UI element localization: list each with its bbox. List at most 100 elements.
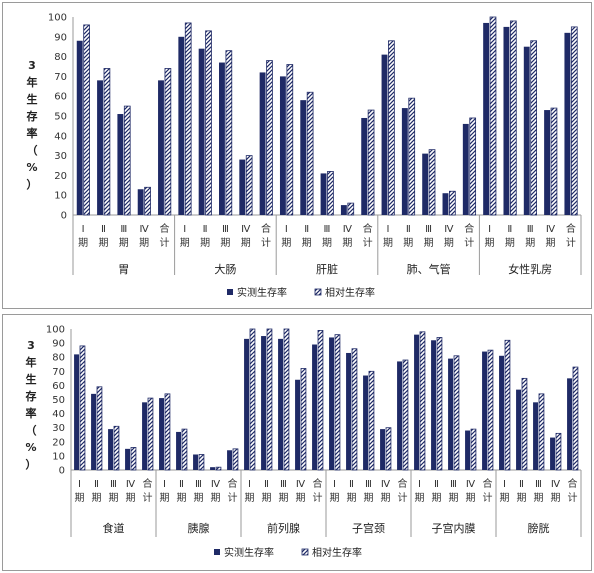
bar-measured <box>567 378 572 470</box>
x-tick-label: 计 <box>483 491 493 504</box>
bar-relative <box>555 432 562 471</box>
bar-relative <box>198 454 205 471</box>
x-tick-label: 合 <box>568 477 578 490</box>
x-tick-label: Ⅱ <box>304 224 309 235</box>
x-tick-label: Ⅲ <box>527 224 534 235</box>
x-tick-label: 期 <box>279 492 289 504</box>
x-tick-label: 期 <box>444 237 454 249</box>
y-tick-label: 90 <box>52 339 65 350</box>
y-axis-label-char: 年 <box>27 75 38 89</box>
y-tick-label: 80 <box>54 52 67 63</box>
bar-measured <box>137 189 144 215</box>
bar-measured <box>381 54 388 216</box>
bar-relative <box>388 40 395 216</box>
group-label: 前列腺 <box>267 521 300 535</box>
bar-relative <box>504 339 511 471</box>
bar-relative <box>367 109 375 216</box>
bar-measured <box>523 46 530 216</box>
group-label: 食道 <box>103 521 125 535</box>
chart-svg-top: 01020304050607080901003年生存率（%）Ⅰ期Ⅱ期Ⅲ期Ⅳ期合计… <box>26 13 582 299</box>
x-tick-label: 期 <box>109 492 119 504</box>
bar-relative <box>449 190 456 216</box>
bar-relative <box>249 328 256 471</box>
x-tick-label: Ⅳ <box>466 479 476 490</box>
x-tick-label: Ⅲ <box>425 224 432 235</box>
bar-relative <box>283 328 290 471</box>
bar-measured <box>544 110 551 215</box>
y-tick-label: 60 <box>54 92 67 103</box>
bar-measured <box>142 402 147 470</box>
bar-relative <box>521 377 528 471</box>
group-label: 胰腺 <box>188 521 210 535</box>
x-tick-label: 期 <box>92 492 102 504</box>
bar-measured <box>198 48 205 216</box>
x-tick-label: Ⅰ <box>78 479 81 490</box>
legend-label-relative: 相对生存率 <box>325 286 375 299</box>
bar-relative <box>408 97 416 216</box>
x-tick-label: 期 <box>534 492 544 504</box>
bar-measured <box>397 361 402 470</box>
y-tick-label: 100 <box>46 325 65 336</box>
bar-relative <box>489 16 497 216</box>
x-tick-label: 期 <box>500 492 510 504</box>
bar-measured <box>97 80 103 215</box>
y-tick-label: 80 <box>52 353 65 364</box>
bar-relative <box>436 337 443 471</box>
bar-measured <box>564 32 571 216</box>
x-tick-label: Ⅱ <box>264 479 269 490</box>
bar-measured <box>244 338 249 470</box>
legend-swatch-relative <box>301 548 309 556</box>
x-tick-label: 期 <box>177 492 187 504</box>
x-tick-label: Ⅳ <box>126 479 136 490</box>
x-tick-label: Ⅲ <box>222 224 229 235</box>
y-axis-label-char: 3 <box>28 59 36 72</box>
bar-relative <box>286 64 294 216</box>
x-tick-label: 期 <box>75 492 85 504</box>
x-tick-label: 期 <box>241 237 251 249</box>
legend-label-relative: 相对生存率 <box>312 546 362 559</box>
group-label: 肺、气管 <box>407 262 451 276</box>
bar-relative <box>428 149 436 216</box>
bar-measured <box>329 337 334 470</box>
x-tick-label: 期 <box>78 237 88 249</box>
x-tick-label: Ⅳ <box>551 479 561 490</box>
y-tick-label: 40 <box>54 131 67 142</box>
x-tick-label: 计 <box>261 236 271 249</box>
x-tick-label: 计 <box>398 491 408 504</box>
bar-measured <box>414 334 419 470</box>
x-tick-label: Ⅲ <box>365 479 372 490</box>
chart-panel-top: 0 10 20 30 40 50 60 70 80 90 100 3 年生存率（%） Ⅰ 期 Ⅱ 期 Ⅲ 期 Ⅳ 期合计… <box>2 2 592 309</box>
bar-relative <box>96 386 103 471</box>
group-label: 女性乳房 <box>508 262 552 276</box>
y-axis-label-char: （ <box>27 144 38 157</box>
group-label: 子宫内膜 <box>432 521 476 535</box>
x-tick-label: Ⅰ <box>163 479 166 490</box>
bar-relative <box>83 24 90 216</box>
bar-relative <box>469 117 477 216</box>
bar-measured <box>499 355 504 470</box>
bar-relative <box>164 393 171 471</box>
bar-relative <box>470 428 477 471</box>
x-tick-label: Ⅰ <box>333 479 336 490</box>
bar-measured <box>159 398 164 470</box>
bar-measured <box>278 338 283 470</box>
bar-measured <box>300 100 307 215</box>
bar-measured <box>550 437 555 470</box>
x-tick-label: 期 <box>383 237 393 249</box>
x-tick-label: Ⅱ <box>434 479 439 490</box>
x-tick-label: 期 <box>322 237 332 249</box>
x-tick-label: 计 <box>363 236 373 249</box>
x-tick-label: Ⅱ <box>519 479 524 490</box>
y-axis-label-char: ） <box>27 178 38 191</box>
x-tick-label: 期 <box>296 492 306 504</box>
x-tick-label: 计 <box>568 491 578 504</box>
y-axis-label-char: （ <box>26 424 37 437</box>
bar-measured <box>239 159 246 215</box>
y-axis-label-char: 生 <box>26 372 37 386</box>
bar-measured <box>227 450 232 470</box>
bar-measured <box>363 375 368 470</box>
y-tick-label: 60 <box>52 381 65 392</box>
bar-relative <box>317 330 324 471</box>
bar-measured <box>361 117 368 215</box>
x-tick-label: 期 <box>180 237 190 249</box>
